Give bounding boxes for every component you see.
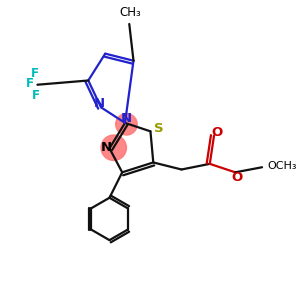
Text: N: N — [101, 141, 112, 154]
Text: F: F — [26, 77, 34, 90]
Text: O: O — [212, 126, 223, 139]
Circle shape — [116, 114, 137, 135]
Text: F: F — [31, 67, 39, 80]
Text: S: S — [154, 122, 163, 135]
Text: N: N — [121, 112, 132, 125]
Circle shape — [101, 135, 126, 160]
Text: CH₃: CH₃ — [119, 6, 141, 19]
Text: O: O — [231, 171, 242, 184]
Text: N: N — [94, 98, 105, 110]
Text: OCH₃: OCH₃ — [268, 161, 297, 171]
Text: F: F — [32, 89, 40, 102]
